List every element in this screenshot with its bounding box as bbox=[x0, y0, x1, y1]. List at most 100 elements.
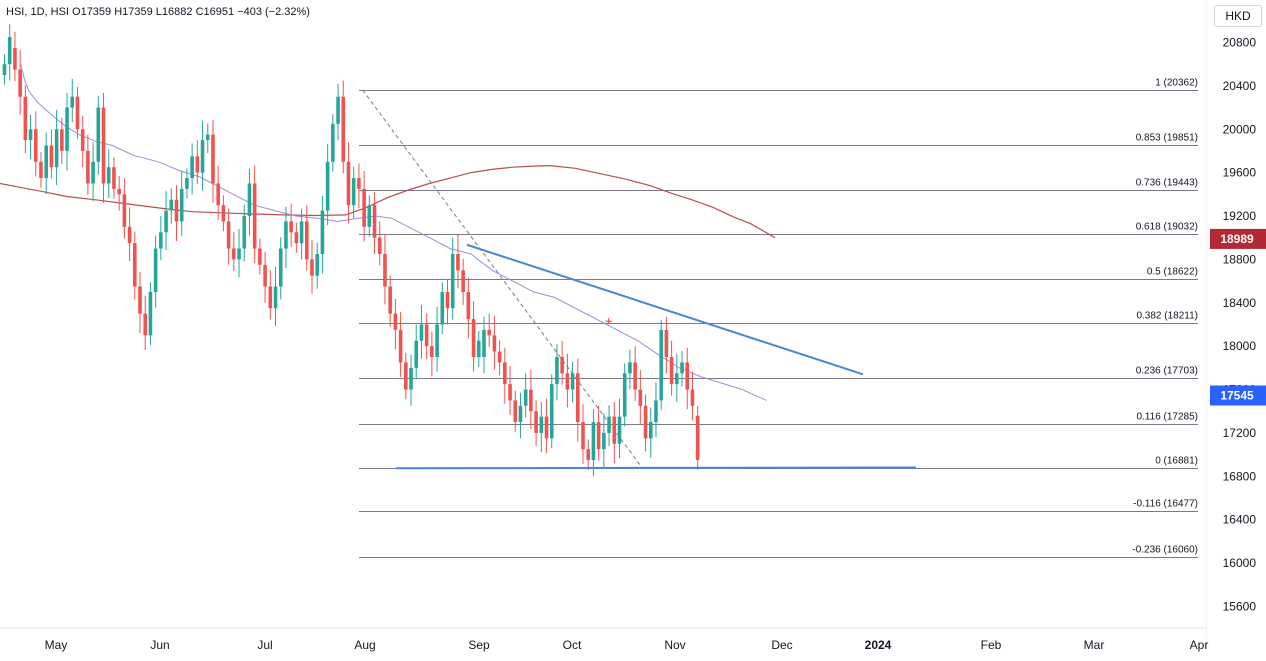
descending-resistance-trendline[interactable] bbox=[466, 243, 864, 376]
candle-body bbox=[268, 286, 273, 309]
candle-body bbox=[497, 351, 502, 363]
candle bbox=[91, 142, 95, 202]
candle-body bbox=[409, 367, 413, 390]
candle-body bbox=[404, 362, 408, 390]
candle bbox=[18, 50, 22, 115]
horizontal-support-line[interactable] bbox=[395, 466, 917, 470]
candle-body bbox=[461, 270, 465, 292]
candle bbox=[289, 203, 293, 247]
candle bbox=[648, 407, 653, 458]
time-tick-label: Aug bbox=[354, 638, 375, 652]
candle-body bbox=[242, 216, 247, 249]
price-tick-label: 18800 bbox=[1223, 252, 1257, 266]
candle bbox=[612, 402, 617, 464]
cross-marker-icon bbox=[605, 318, 612, 325]
candle bbox=[508, 366, 512, 416]
candle bbox=[466, 277, 471, 339]
candle-body bbox=[226, 221, 231, 249]
candle-body bbox=[607, 416, 611, 433]
fibonacci-retracement[interactable]: 1 (20362) 0.853 (19851) 0.736 (19443) 0.618… bbox=[359, 78, 1198, 558]
candle bbox=[377, 221, 382, 266]
candle-body bbox=[331, 123, 335, 162]
candle-body bbox=[633, 362, 637, 390]
fib-level-label: 0.236 (17703) bbox=[1136, 366, 1198, 377]
candle-body bbox=[13, 47, 17, 70]
candle bbox=[659, 320, 663, 411]
price-badge[interactable]: 18989 bbox=[1210, 228, 1266, 249]
price-tick-label: 16000 bbox=[1223, 556, 1257, 570]
time-tick-label: 2024 bbox=[865, 638, 892, 652]
candle bbox=[383, 234, 387, 305]
candle-body bbox=[143, 313, 148, 336]
candles bbox=[2, 24, 700, 477]
price-axis[interactable]: 20800 20400 20000 19600 19200 18800 18400 18000… bbox=[1207, 0, 1266, 656]
candle bbox=[331, 114, 335, 172]
fib-level-label: 0.5 (18622) bbox=[1147, 267, 1198, 278]
candle bbox=[143, 295, 148, 350]
time-tick-label: May bbox=[45, 638, 68, 652]
candle bbox=[112, 157, 116, 199]
candle-body bbox=[357, 178, 361, 189]
candle bbox=[430, 331, 434, 377]
price-tick-label: 18000 bbox=[1223, 339, 1257, 353]
candle-body bbox=[372, 205, 377, 238]
candle bbox=[450, 237, 455, 320]
candle bbox=[404, 352, 408, 400]
fib-anchor-dashed-line[interactable] bbox=[362, 89, 643, 468]
candle-body bbox=[523, 389, 528, 406]
candle-body bbox=[86, 150, 90, 184]
candle bbox=[179, 171, 184, 237]
candle-body bbox=[377, 237, 382, 254]
time-axis[interactable]: May Jun Jul Aug Sep Oct Nov Dec 2024 Feb Mar Apr bbox=[45, 638, 1209, 652]
candle bbox=[190, 143, 194, 195]
price-badge[interactable]: 17545 bbox=[1210, 385, 1266, 406]
time-tick-label: Mar bbox=[1084, 638, 1105, 652]
candle-body bbox=[622, 373, 627, 417]
candle-body bbox=[476, 340, 481, 358]
candle bbox=[226, 208, 231, 265]
candle-body bbox=[216, 183, 220, 206]
candle bbox=[7, 24, 12, 81]
price-badge-background bbox=[1210, 385, 1266, 406]
candle bbox=[596, 405, 601, 461]
candle-body bbox=[96, 107, 101, 162]
candle-body bbox=[2, 64, 7, 76]
candle-body bbox=[75, 96, 80, 130]
candle-body bbox=[466, 291, 471, 320]
candle bbox=[555, 343, 559, 401]
currency-button[interactable]: HKD bbox=[1214, 5, 1262, 27]
candle bbox=[101, 92, 106, 204]
candle bbox=[216, 165, 220, 220]
candle bbox=[669, 340, 674, 396]
candle bbox=[263, 251, 267, 303]
price-tick-label: 17200 bbox=[1223, 426, 1257, 440]
candle-body bbox=[33, 129, 38, 162]
candle bbox=[242, 204, 247, 262]
candle bbox=[148, 282, 153, 346]
trendlines[interactable] bbox=[395, 243, 917, 470]
candle bbox=[284, 206, 288, 269]
candle bbox=[28, 114, 33, 160]
candle bbox=[299, 208, 304, 260]
candle bbox=[622, 363, 627, 427]
candle bbox=[586, 439, 591, 470]
candle-body bbox=[575, 373, 580, 423]
candle bbox=[2, 54, 7, 85]
candle bbox=[44, 132, 48, 195]
candle-body bbox=[450, 253, 455, 309]
candle bbox=[174, 185, 179, 241]
candle bbox=[96, 96, 101, 175]
candle-body bbox=[487, 329, 491, 336]
ticker-ohlc-legend: HSI, 1D, HSI O17359 H17359 L16882 C16951… bbox=[6, 6, 310, 18]
candle-body bbox=[159, 232, 163, 249]
fib-level-label: 0.736 (19443) bbox=[1136, 178, 1198, 189]
candle bbox=[476, 330, 481, 367]
candle bbox=[185, 168, 189, 199]
price-tick-label: 20000 bbox=[1223, 122, 1257, 136]
candle bbox=[70, 78, 75, 123]
candle-body bbox=[148, 291, 153, 336]
candle-body bbox=[80, 129, 85, 151]
candle bbox=[539, 402, 544, 453]
